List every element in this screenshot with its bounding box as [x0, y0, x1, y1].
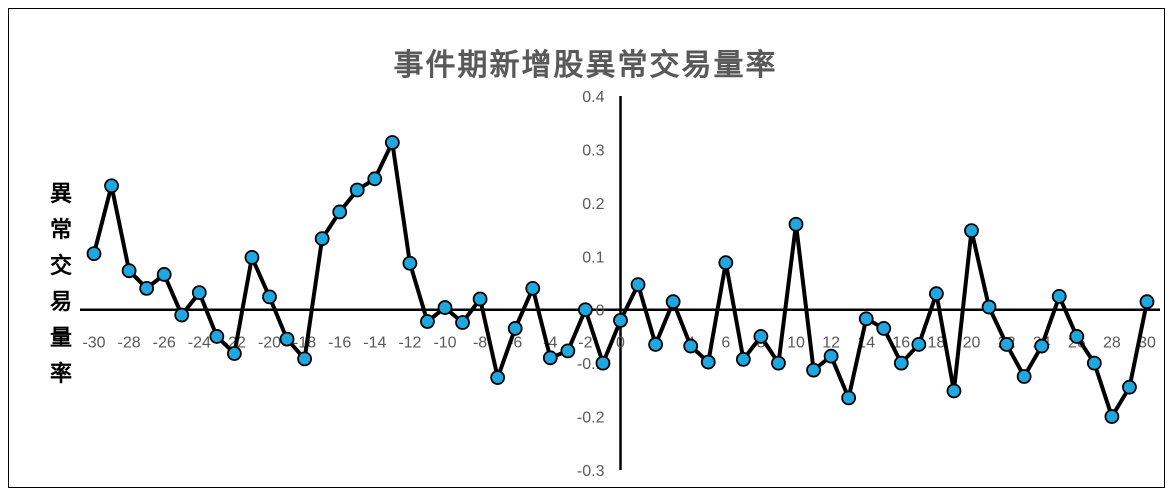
data-point	[981, 299, 997, 315]
data-point	[823, 348, 839, 364]
data-point	[279, 331, 295, 347]
data-point	[262, 289, 277, 305]
x-tick-label: 30	[1138, 335, 1156, 352]
data-point	[367, 171, 383, 187]
data-point	[507, 321, 523, 336]
x-tick-label: -12	[398, 335, 421, 352]
x-tick-label: -14	[363, 335, 386, 352]
data-point	[191, 285, 207, 301]
data-point	[542, 350, 558, 366]
data-point	[244, 249, 260, 265]
data-point	[718, 255, 734, 271]
data-point	[578, 302, 593, 318]
data-point	[753, 329, 769, 344]
x-tick-label: -28	[118, 335, 141, 352]
data-point	[1069, 329, 1085, 344]
data-point	[332, 204, 348, 220]
data-point	[437, 300, 453, 315]
data-point	[86, 246, 102, 262]
x-tick-label: 0	[616, 335, 625, 352]
x-tick-label: -10	[433, 335, 456, 352]
x-tick-label: 16	[892, 335, 910, 352]
data-point	[314, 231, 330, 247]
x-tick-label: -16	[328, 335, 351, 352]
data-point	[1051, 288, 1067, 304]
y-axis-label-char: 常	[49, 217, 72, 243]
x-tick-label: -18	[293, 335, 316, 352]
y-axis-label-char: 率	[49, 361, 72, 387]
data-point	[297, 351, 313, 367]
chart-frame	[8, 8, 1165, 488]
data-point	[858, 311, 874, 327]
y-axis-label-char: 交	[49, 253, 72, 279]
data-point	[841, 390, 857, 406]
data-point	[1104, 409, 1120, 424]
data-point	[209, 329, 225, 344]
data-point	[613, 312, 628, 328]
data-point	[384, 135, 400, 150]
data-point	[911, 337, 927, 352]
data-point	[420, 314, 435, 329]
x-tick-label: 12	[822, 335, 840, 352]
data-point	[226, 346, 242, 361]
x-tick-label: 20	[963, 335, 981, 352]
data-point	[1086, 355, 1102, 371]
y-axis-label-char: 易	[49, 289, 72, 315]
y-axis-label: 異 常 交 易 量 率	[46, 176, 76, 392]
x-tick-label: 6	[721, 335, 730, 352]
x-tick-label: -2	[578, 335, 592, 352]
data-point	[156, 267, 172, 282]
data-point	[929, 286, 944, 302]
data-point	[806, 362, 821, 378]
data-point	[490, 370, 506, 385]
data-point	[1016, 369, 1032, 384]
data-point	[402, 255, 418, 271]
data-point	[560, 343, 576, 359]
x-tick-label: -26	[153, 335, 176, 352]
data-point	[1139, 294, 1155, 310]
y-axis-label-char: 量	[49, 325, 72, 351]
x-tick-label: -20	[258, 335, 281, 352]
data-point	[104, 178, 119, 194]
data-point	[788, 216, 804, 232]
y-tick-label: 0.3	[582, 142, 604, 159]
data-point	[771, 355, 786, 371]
y-tick-label: 0.4	[582, 89, 604, 106]
y-tick-label: 0.2	[582, 196, 604, 213]
data-point	[630, 277, 646, 293]
data-point	[1122, 379, 1137, 395]
y-tick-label: 0	[596, 303, 605, 320]
y-tick-label: -0.2	[577, 410, 605, 427]
x-tick-label: -8	[473, 335, 487, 352]
data-point	[735, 352, 751, 367]
data-point	[1034, 338, 1050, 354]
data-point	[349, 182, 365, 198]
y-axis-label-char: 異	[49, 181, 72, 207]
data-point	[525, 280, 541, 296]
data-point	[121, 263, 137, 279]
data-point	[946, 383, 962, 399]
data-point	[455, 315, 470, 330]
data-point	[683, 338, 699, 354]
y-tick-label: 0.1	[582, 249, 604, 266]
x-tick-label: 18	[928, 335, 946, 352]
x-tick-label: 28	[1103, 335, 1121, 352]
data-point	[648, 337, 663, 352]
data-point	[999, 337, 1014, 352]
chart-title: 事件期新增股異常交易量率	[393, 48, 778, 83]
data-point	[595, 355, 611, 371]
data-point	[700, 354, 716, 370]
data-point	[665, 294, 681, 310]
y-tick-label: -0.3	[577, 463, 605, 480]
x-tick-label: -30	[82, 335, 105, 352]
data-point	[893, 355, 909, 371]
data-point	[876, 321, 892, 336]
data-point	[964, 223, 979, 239]
x-tick-label: 10	[787, 335, 805, 352]
data-point	[472, 291, 488, 307]
x-tick-label: -24	[188, 335, 211, 352]
data-point	[174, 307, 190, 323]
data-point	[139, 280, 155, 296]
